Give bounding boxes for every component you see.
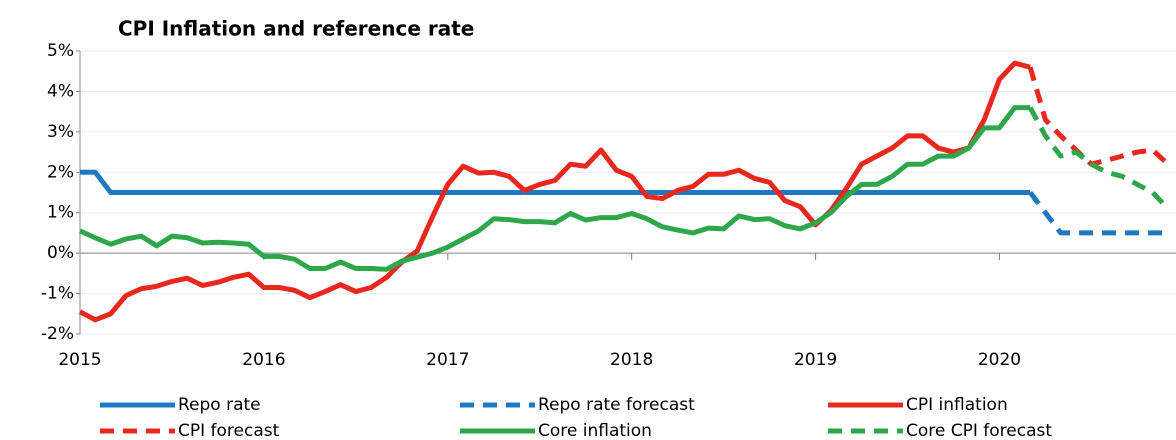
x-tick-label: 2016 [242, 350, 285, 370]
y-tick-label: 2% [47, 162, 74, 182]
legend-label: Repo rate [178, 395, 261, 415]
x-tick-label: 2019 [794, 350, 837, 370]
series-line [80, 169, 1031, 195]
y-tick-label: 4% [47, 81, 74, 101]
y-tick-label: 1% [47, 203, 74, 223]
x-tick-label: 2018 [610, 350, 653, 370]
x-tick-label: 2015 [58, 350, 101, 370]
legend-label: Core CPI forecast [906, 421, 1052, 440]
legend-label: CPI inflation [906, 395, 1008, 415]
legend-label: Repo rate forecast [538, 395, 695, 415]
y-tick-label: -1% [41, 284, 74, 304]
x-tick-label: 2020 [978, 350, 1021, 370]
series-line [78, 60, 1031, 323]
legend-label: CPI forecast [178, 421, 280, 440]
series-line [1027, 66, 1170, 167]
chart-title: CPI Inflation and reference rate [118, 17, 474, 41]
series-line [78, 105, 1031, 272]
y-tick-label: -2% [41, 324, 74, 344]
y-tick-label: 0% [47, 243, 74, 263]
y-tick-label: 3% [47, 122, 74, 142]
y-tick-label: 5% [47, 41, 74, 61]
legend-label: Core inflation [538, 421, 652, 440]
x-tick-label: 2017 [426, 350, 469, 370]
series-line [1027, 106, 1170, 211]
